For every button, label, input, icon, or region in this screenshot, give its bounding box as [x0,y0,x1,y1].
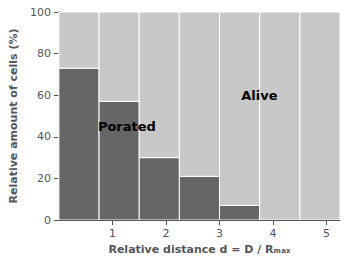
svg-text:Relative amount of cells (%): Relative amount of cells (%) [7,29,20,204]
svg-text:3: 3 [216,227,223,240]
svg-text:Porated: Porated [98,119,156,134]
svg-text:Alive: Alive [241,88,277,103]
svg-text:40: 40 [37,130,51,143]
svg-text:20: 20 [37,172,51,185]
svg-text:1: 1 [109,227,116,240]
svg-text:4: 4 [270,227,277,240]
svg-text:0: 0 [44,214,51,227]
svg-text:2: 2 [162,227,169,240]
svg-text:80: 80 [37,47,51,60]
svg-text:60: 60 [37,89,51,102]
svg-text:5: 5 [323,227,330,240]
svg-text:100: 100 [30,6,51,19]
svg-text:Relative distance d = D / Rₘₐₓ: Relative distance d = D / Rₘₐₓ [108,243,290,256]
